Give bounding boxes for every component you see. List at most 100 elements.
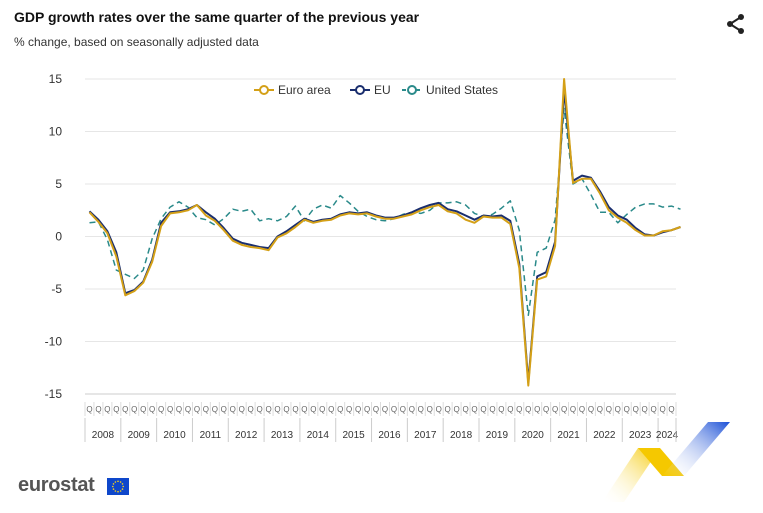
quarter-tick-label: Q (95, 405, 101, 414)
decorative-ribbon-graphic (598, 418, 738, 513)
quarter-tick-label: Q (633, 405, 639, 414)
y-axis-ticks: 15 10 5 0 -5 -10 -15 (45, 72, 63, 401)
legend-label: Euro area (278, 83, 331, 97)
y-tick-label: 0 (55, 230, 62, 244)
year-tick-label: 2009 (128, 430, 151, 441)
quarter-tick-label: Q (176, 405, 182, 414)
quarter-tick-label: Q (256, 405, 262, 414)
quarter-tick-label: Q (346, 405, 352, 414)
year-tick-label: 2017 (414, 430, 437, 441)
y-tick-label: 5 (55, 177, 62, 191)
quarter-tick-label: Q (185, 405, 191, 414)
quarter-tick-label: Q (373, 405, 379, 414)
quarter-tick-label: Q (221, 405, 227, 414)
quarter-tick-label: Q (203, 405, 209, 414)
quarter-tick-label: Q (104, 405, 110, 414)
quarter-tick-label: Q (301, 405, 307, 414)
quarter-tick-label: Q (265, 405, 271, 414)
legend-item-us[interactable]: United States (402, 83, 498, 97)
legend[interactable]: Euro area EU United States (254, 83, 498, 97)
quarter-tick-label: Q (489, 405, 495, 414)
quarter-tick-label: Q (615, 405, 621, 414)
year-tick-label: 2010 (163, 430, 186, 441)
quarter-tick-label: Q (409, 405, 415, 414)
quarter-tick-label: Q (248, 405, 254, 414)
quarter-tick-label: Q (337, 405, 343, 414)
quarter-tick-label: Q (131, 405, 137, 414)
quarter-tick-label: Q (597, 405, 603, 414)
quarter-tick-label: Q (274, 405, 280, 414)
quarter-tick-label: Q (561, 405, 567, 414)
year-tick-label: 2008 (92, 430, 115, 441)
quarter-tick-label: Q (194, 405, 200, 414)
eurostat-logo: eurostat (18, 474, 95, 496)
quarter-tick-label: Q (552, 405, 558, 414)
quarter-tick-label: Q (292, 405, 298, 414)
quarter-tick-label: Q (453, 405, 459, 414)
quarter-tick-label: Q (158, 405, 164, 414)
y-tick-label: -5 (51, 282, 62, 296)
legend-item-euro-area[interactable]: Euro area (254, 83, 331, 97)
year-tick-label: 2022 (593, 430, 616, 441)
quarter-tick-label: Q (507, 405, 513, 414)
year-tick-label: 2014 (307, 430, 330, 441)
quarter-tick-label: Q (86, 405, 92, 414)
year-tick-label: 2019 (486, 430, 509, 441)
quarter-tick-label: Q (355, 405, 361, 414)
quarter-tick-label: Q (570, 405, 576, 414)
quarter-tick-label: Q (230, 405, 236, 414)
quarter-tick-label: Q (113, 405, 119, 414)
series-line-eu (88, 88, 681, 384)
quarter-tick-label: Q (624, 405, 630, 414)
year-tick-label: 2018 (450, 430, 473, 441)
quarter-tick-label: Q (400, 405, 406, 414)
quarter-tick-label: Q (328, 405, 334, 414)
quarter-tick-label: Q (319, 405, 325, 414)
share-icon[interactable] (724, 12, 748, 36)
quarter-tick-label: Q (668, 405, 674, 414)
year-tick-label: 2016 (378, 430, 401, 441)
y-tick-label: -15 (45, 387, 63, 401)
quarter-tick-label: Q (471, 405, 477, 414)
quarter-tick-label: Q (445, 405, 451, 414)
chart-subtitle: % change, based on seasonally adjusted d… (14, 35, 259, 49)
quarter-tick-label: Q (498, 405, 504, 414)
legend-item-eu[interactable]: EU (350, 83, 391, 97)
quarter-tick-label: Q (436, 405, 442, 414)
legend-label: United States (426, 83, 498, 97)
quarter-tick-label: Q (364, 405, 370, 414)
quarter-tick-label: Q (140, 405, 146, 414)
year-tick-label: 2012 (235, 430, 258, 441)
chart-title: GDP growth rates over the same quarter o… (14, 9, 420, 25)
quarter-tick-label: Q (525, 405, 531, 414)
quarter-tick-label: Q (122, 405, 128, 414)
quarter-tick-label: Q (650, 405, 656, 414)
quarter-tick-label: Q (642, 405, 648, 414)
quarter-tick-label: Q (149, 405, 155, 414)
legend-label: EU (374, 83, 391, 97)
quarter-tick-label: Q (427, 405, 433, 414)
quarter-tick-label: Q (588, 405, 594, 414)
quarter-tick-label: Q (462, 405, 468, 414)
legend-marker (355, 85, 365, 95)
series-lines (88, 78, 681, 387)
year-tick-label: 2013 (271, 430, 294, 441)
quarter-tick-label: Q (283, 405, 289, 414)
grid-lines (85, 78, 676, 395)
quarter-tick-label: Q (480, 405, 486, 414)
y-tick-label: 10 (49, 125, 63, 139)
year-tick-label: 2023 (629, 430, 652, 441)
y-tick-label: -10 (45, 335, 63, 349)
quarter-tick-label: Q (212, 405, 218, 414)
year-tick-label: 2024 (656, 430, 679, 441)
year-tick-label: 2020 (522, 430, 545, 441)
quarter-tick-label: Q (391, 405, 397, 414)
quarter-tick-label: Q (239, 405, 245, 414)
year-tick-label: 2011 (200, 430, 222, 441)
quarter-tick-label: Q (418, 405, 424, 414)
series-line-euro-area (88, 78, 681, 387)
quarter-tick-label: Q (516, 405, 522, 414)
quarter-tick-label: Q (606, 405, 612, 414)
